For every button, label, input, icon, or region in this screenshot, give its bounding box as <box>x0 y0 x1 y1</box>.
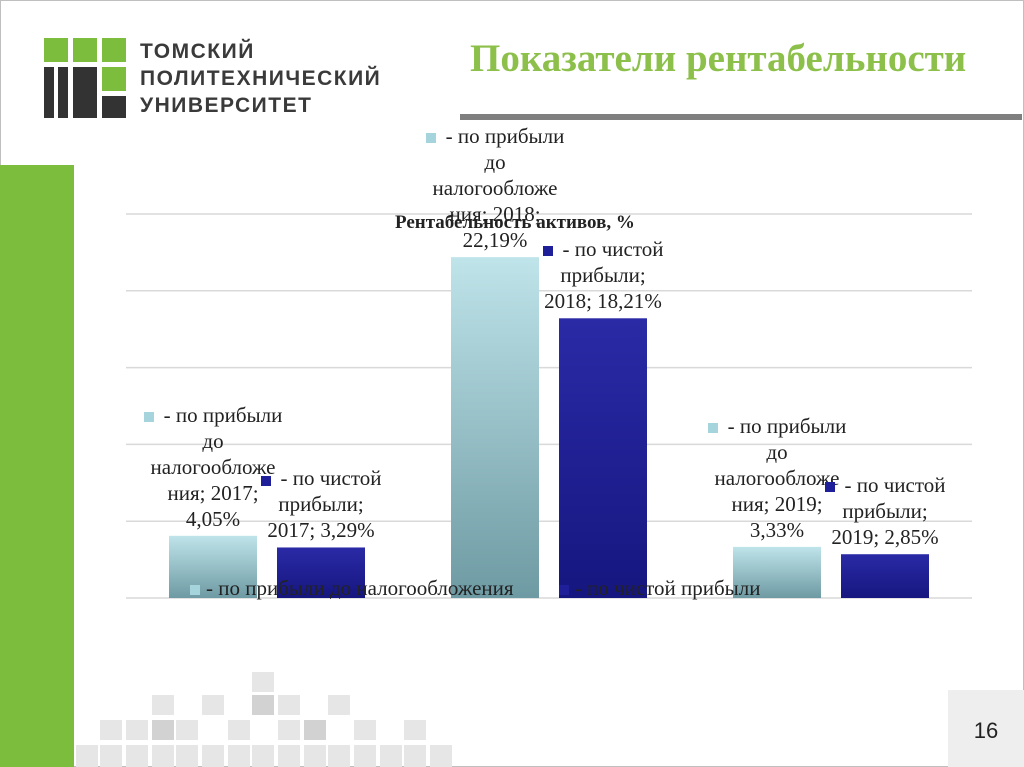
data-label-line: - по прибыли <box>163 402 283 427</box>
data-label-before-tax-2018: - по прибыли до налогообложе ния; 2018; 22,1… <box>415 123 575 253</box>
data-label-line: - по чистой <box>844 473 946 498</box>
data-label-line: - по прибыли <box>445 124 565 149</box>
university-name: ТОМСКИЙ ПОЛИТЕХНИЧЕСКИЙ УНИВЕРСИТЕТ <box>140 38 381 119</box>
data-label-line: 4,05% <box>185 506 241 531</box>
university-line-2: ПОЛИТЕХНИЧЕСКИЙ <box>140 67 382 90</box>
chart-legend: - по прибыли до налогообложения - по чис… <box>190 576 801 601</box>
data-label-line: 2017; 3,29% <box>267 518 375 543</box>
university-line-1: ТОМСКИЙ <box>140 40 255 63</box>
label-swatch <box>143 411 154 422</box>
bar-before-tax-2019 <box>733 546 821 598</box>
data-label-line: 2018; 18,21% <box>544 289 662 314</box>
data-label-line: прибыли; <box>842 499 928 524</box>
data-label-line: прибыли; <box>278 492 364 517</box>
data-label-before-tax-2019: - по прибыли до налогообложе ния; 2019; 3,33… <box>697 413 857 543</box>
data-label-line: - по прибыли <box>727 413 847 438</box>
legend-label: - по прибыли до налогообложения <box>206 576 514 600</box>
label-swatch <box>824 482 835 493</box>
bar-net-2019 <box>841 554 929 598</box>
data-label-line: - по чистой <box>562 237 664 262</box>
data-label-line: 3,33% <box>749 517 805 542</box>
legend-swatch-dark <box>558 585 569 596</box>
chart-title: Рентабельность активов, % <box>395 212 635 233</box>
bar-before-tax-2018 <box>451 257 539 598</box>
label-swatch <box>707 423 718 434</box>
bar-net-2017 <box>277 547 365 598</box>
data-label-line: до <box>766 439 788 464</box>
data-label-line: ния; 2017; <box>167 480 259 505</box>
data-label-net-2017: - по чистой прибыли; 2017; 3,29% <box>241 465 401 543</box>
side-accent-bar <box>0 165 74 767</box>
data-label-line: налогообложе <box>714 465 840 490</box>
data-label-line: прибыли; <box>560 263 646 288</box>
page-number-box <box>948 690 1024 767</box>
legend-item-before-tax: - по прибыли до налогообложения <box>190 576 514 601</box>
data-label-net-2019: - по чистой прибыли; 2019; 2,85% <box>805 472 965 550</box>
label-swatch <box>260 475 271 486</box>
data-label-line: - по чистой <box>280 466 382 491</box>
tpu-logo-icon <box>44 38 126 118</box>
slide-title: Показатели рентабельности <box>470 37 967 80</box>
data-label-line: до <box>484 150 506 175</box>
legend-item-net: - по чистой прибыли <box>558 576 761 601</box>
label-swatch <box>542 246 553 257</box>
legend-swatch-light <box>190 585 200 596</box>
data-label-line: до <box>202 428 224 453</box>
data-label-before-tax-2017: - по прибыли до налогообложе ния; 2017; 4,05… <box>133 402 293 532</box>
data-label-net-2018: - по чистой прибыли; 2018; 18,21% <box>523 236 683 314</box>
title-divider <box>460 114 1022 120</box>
legend-label: - по чистой прибыли <box>574 576 761 600</box>
page-number: 16 <box>973 718 999 743</box>
bar-net-2018 <box>559 318 647 598</box>
data-label-line: ния; 2019; <box>731 491 823 516</box>
university-line-3: УНИВЕРСИТЕТ <box>140 94 313 117</box>
data-label-line: налогообложе <box>432 176 558 201</box>
bar-before-tax-2017 <box>169 535 257 598</box>
data-label-line: ния; 2018; <box>449 202 541 227</box>
data-label-line: налогообложе <box>150 454 276 479</box>
data-label-line: 22,19% <box>462 228 528 253</box>
label-swatch <box>425 133 436 144</box>
data-label-line: 2019; 2,85% <box>831 525 939 550</box>
